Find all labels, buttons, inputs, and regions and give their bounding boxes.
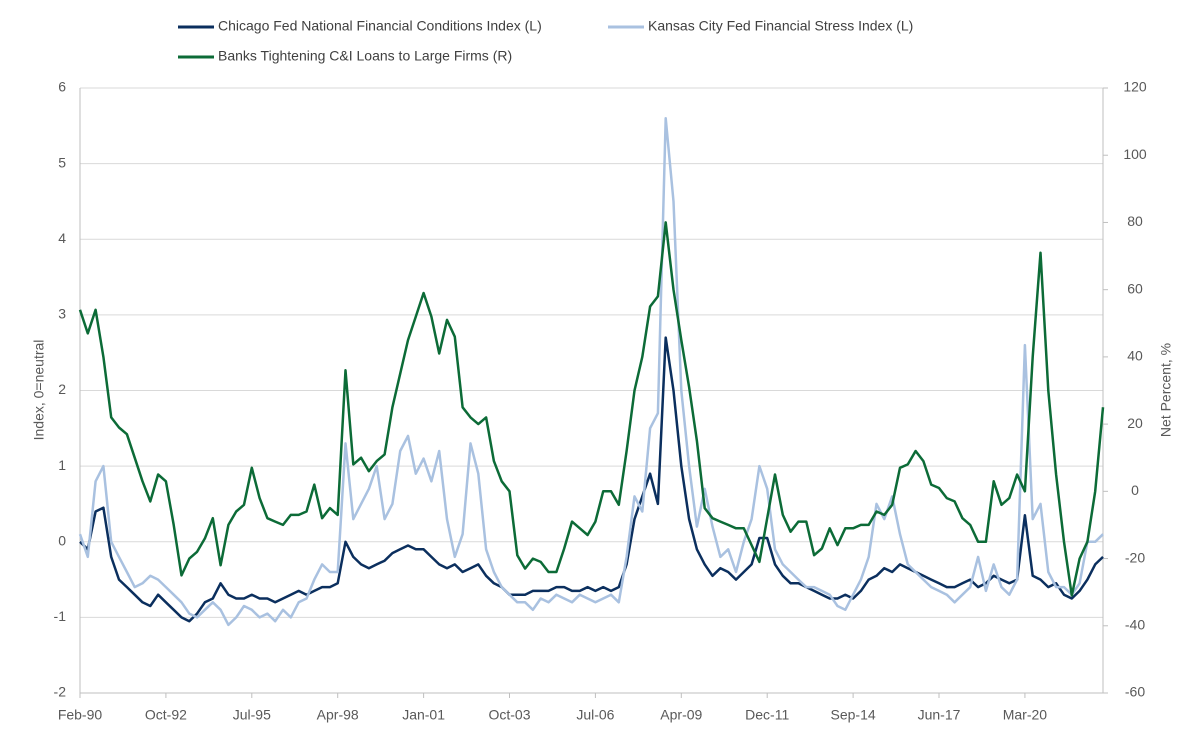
y-tick-label: 0 [58, 532, 66, 548]
y2-tick-label: -40 [1125, 616, 1145, 632]
x-tick-label: Mar-20 [1003, 707, 1048, 723]
x-tick-label: Oct-03 [488, 707, 530, 723]
x-tick-label: Apr-98 [317, 707, 359, 723]
y-tick-label: 1 [58, 457, 66, 473]
y-tick-label: 6 [58, 79, 66, 95]
y-tick-label: 4 [58, 230, 66, 246]
legend-label: Chicago Fed National Financial Condition… [218, 18, 542, 34]
y-tick-label: -2 [54, 684, 67, 700]
y2-tick-label: 20 [1127, 415, 1143, 431]
y2-tick-label: -20 [1125, 549, 1145, 565]
x-tick-label: Jan-01 [402, 707, 445, 723]
y-tick-label: -1 [54, 608, 67, 624]
y2-tick-label: 80 [1127, 213, 1143, 229]
legend-label: Banks Tightening C&I Loans to Large Firm… [218, 48, 512, 64]
series-line [78, 221, 1105, 597]
x-tick-label: Dec-11 [745, 707, 789, 723]
y2-tick-label: -60 [1125, 684, 1145, 700]
series-line [79, 336, 1104, 623]
y-tick-label: 2 [58, 381, 66, 397]
y2-tick-label: 100 [1123, 146, 1147, 162]
y2-axis-title: Net Percent, % [1158, 343, 1174, 437]
x-tick-label: Jul-06 [576, 707, 614, 723]
y2-tick-label: 40 [1127, 348, 1143, 364]
series-line [78, 117, 1104, 627]
x-tick-label: Jun-17 [918, 707, 961, 723]
y-tick-label: 3 [58, 306, 66, 322]
y2-tick-label: 120 [1123, 79, 1147, 95]
y2-tick-label: 0 [1131, 482, 1139, 498]
y-tick-label: 5 [58, 154, 66, 170]
x-tick-label: Sep-14 [831, 707, 876, 723]
legend: Chicago Fed National Financial Condition… [178, 18, 913, 64]
x-tick-label: Feb-90 [58, 707, 103, 723]
y2-tick-label: 60 [1127, 280, 1143, 296]
x-tick-label: Oct-92 [145, 707, 187, 723]
y-axis-title: Index, 0=neutral [31, 340, 47, 441]
legend-label: Kansas City Fed Financial Stress Index (… [648, 18, 913, 34]
x-tick-label: Jul-95 [233, 707, 271, 723]
x-tick-label: Apr-09 [660, 707, 702, 723]
